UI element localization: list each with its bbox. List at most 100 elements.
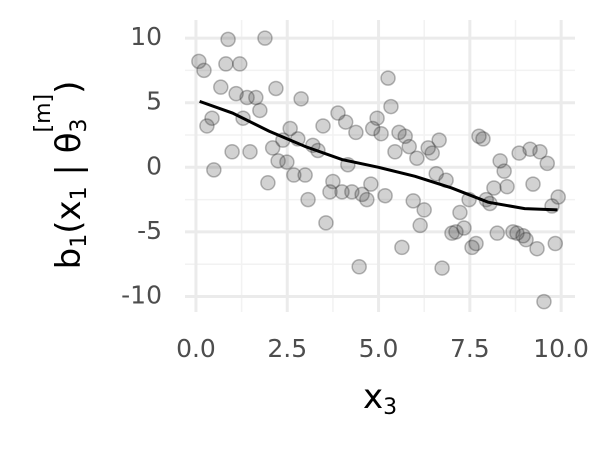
- point: [509, 225, 525, 241]
- point: [444, 225, 460, 241]
- x-title-text: x: [363, 377, 383, 417]
- x-tick-label: 5.0: [359, 334, 399, 363]
- point: [464, 239, 480, 256]
- point: [282, 120, 298, 137]
- y-axis-title: b1(x1 | θ3[m]): [31, 81, 92, 270]
- point: [496, 163, 512, 179]
- y-title-part: 3: [67, 119, 92, 133]
- point: [260, 175, 276, 191]
- point: [434, 260, 450, 276]
- point: [286, 167, 302, 183]
- point: [315, 118, 331, 134]
- point: [448, 224, 464, 240]
- point: [499, 178, 515, 195]
- point: [475, 131, 491, 147]
- point: [522, 141, 538, 157]
- point: [409, 150, 425, 166]
- point: [257, 30, 273, 46]
- point: [228, 85, 244, 102]
- point: [351, 259, 367, 275]
- point: [416, 202, 432, 218]
- point: [196, 62, 212, 79]
- point: [518, 231, 534, 248]
- y-title-part: ): [49, 81, 89, 94]
- point: [539, 155, 555, 172]
- point: [456, 220, 472, 236]
- point: [412, 217, 428, 234]
- point: [242, 144, 258, 160]
- point: [380, 70, 396, 86]
- x-tick-label: 7.5: [450, 334, 490, 363]
- point: [293, 91, 309, 107]
- y-tick-label: 5: [146, 87, 162, 116]
- point: [373, 125, 389, 142]
- point: [401, 138, 417, 155]
- x-title-sub: 3: [383, 395, 397, 420]
- grid: [185, 20, 575, 312]
- point: [492, 153, 508, 169]
- point: [191, 53, 207, 70]
- point: [334, 184, 350, 200]
- point: [252, 102, 268, 119]
- point: [213, 79, 229, 95]
- y-tick-label: -5: [137, 216, 162, 245]
- point: [405, 193, 421, 209]
- point: [218, 56, 234, 72]
- smooth-line: [199, 99, 558, 212]
- point: [505, 224, 521, 240]
- x-axis-title: x3: [363, 377, 397, 421]
- point: [224, 144, 240, 160]
- point: [318, 215, 334, 231]
- point: [452, 204, 468, 221]
- y-title-part: | θ: [49, 133, 89, 187]
- point: [363, 176, 379, 192]
- y-title-part: b: [49, 248, 89, 270]
- point: [489, 225, 505, 241]
- point: [369, 110, 385, 126]
- point: [420, 140, 436, 156]
- point: [199, 118, 215, 134]
- y-tick-label: 0: [146, 151, 162, 180]
- point: [471, 128, 487, 145]
- point: [536, 293, 552, 310]
- point: [325, 173, 341, 190]
- point: [344, 184, 360, 200]
- point: [424, 145, 440, 161]
- x-tick-label: 10.0: [533, 334, 589, 363]
- point: [397, 128, 413, 145]
- point: [348, 124, 364, 141]
- point: [204, 110, 220, 126]
- point: [359, 191, 375, 208]
- point: [297, 167, 313, 183]
- point: [428, 166, 444, 182]
- point: [264, 140, 281, 156]
- point: [364, 120, 381, 137]
- point: [486, 180, 502, 196]
- x-tick-label: 2.5: [267, 334, 307, 363]
- point: [239, 89, 255, 106]
- point: [354, 186, 370, 203]
- point: [550, 189, 566, 205]
- y-tick-label: 10: [130, 22, 162, 51]
- point: [431, 132, 447, 148]
- point: [300, 191, 316, 208]
- point: [322, 184, 338, 200]
- point: [387, 144, 403, 160]
- point: [525, 176, 541, 192]
- point: [391, 124, 407, 141]
- y-tick-label: -10: [121, 280, 162, 309]
- point: [377, 187, 393, 204]
- point: [337, 114, 354, 130]
- point: [515, 228, 531, 244]
- point: [532, 144, 548, 160]
- point: [330, 105, 346, 121]
- point: [220, 31, 236, 48]
- point: [270, 153, 286, 169]
- point: [279, 154, 295, 170]
- point: [394, 239, 410, 256]
- point: [383, 98, 399, 115]
- point: [511, 145, 527, 161]
- point: [468, 235, 484, 252]
- x-tick-label: 0.0: [176, 334, 216, 363]
